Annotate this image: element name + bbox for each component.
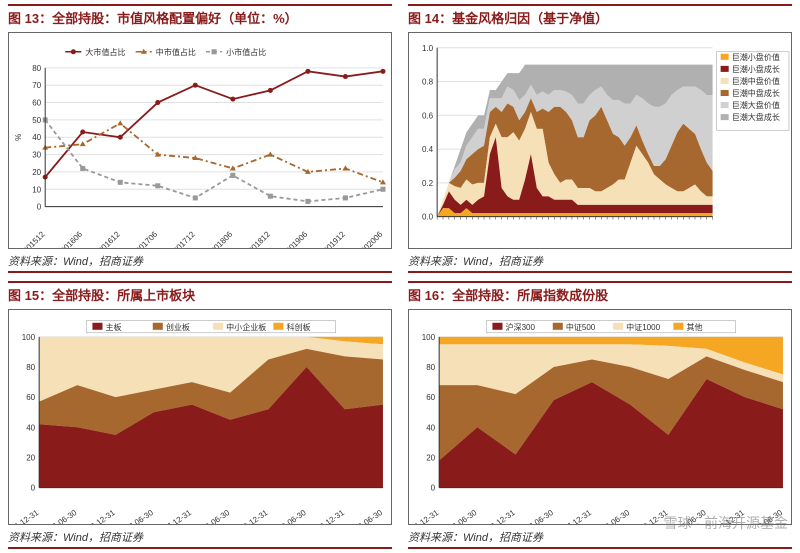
svg-text:2016-12-31: 2016-12-31 (78, 507, 117, 524)
svg-text:60: 60 (426, 393, 435, 402)
svg-text:巨潮大盘价值: 巨潮大盘价值 (732, 100, 780, 110)
svg-text:科创板: 科创板 (286, 321, 310, 331)
svg-text:201906: 201906 (284, 229, 310, 247)
svg-text:2016-06-30: 2016-06-30 (40, 507, 79, 524)
svg-text:2018-06-30: 2018-06-30 (192, 507, 231, 524)
svg-text:中证1000: 中证1000 (626, 321, 660, 331)
chart13-title-bar: 图 13：全部持股：市值风格配置偏好（单位：%） (8, 4, 392, 30)
svg-text:2020-06-30: 2020-06-30 (345, 507, 384, 524)
svg-text:40: 40 (26, 423, 35, 432)
svg-text:80: 80 (26, 363, 35, 372)
svg-text:80: 80 (426, 363, 435, 372)
chart16-box: 0 20 40 60 80 100 2015-12-312016-06-302016-12-… (408, 309, 792, 526)
chart15-title-bar: 图 15：全部持股：所属上市板块 (8, 281, 392, 307)
svg-text:中证500: 中证500 (566, 321, 596, 331)
svg-text:2018-12-31: 2018-12-31 (231, 507, 270, 524)
svg-text:80: 80 (32, 64, 41, 73)
chart15-title: 图 15：全部持股：所属上市板块 (8, 288, 195, 303)
svg-text:20: 20 (26, 453, 35, 462)
chart13-title: 图 13：全部持股：市值风格配置偏好（单位：%） (8, 11, 298, 26)
svg-text:20: 20 (426, 453, 435, 462)
svg-text:2017-06-30: 2017-06-30 (516, 507, 555, 524)
svg-text:2016-06-30: 2016-06-30 (440, 507, 479, 524)
svg-text:70: 70 (32, 81, 41, 90)
svg-text:201806: 201806 (209, 229, 235, 247)
svg-text:201706: 201706 (134, 229, 160, 247)
svg-text:大市值占比: 大市值占比 (85, 47, 125, 57)
chart14-title: 图 14：基金风格归因（基于净值） (408, 11, 608, 26)
chart14-box: 0.0 0.2 0.4 0.6 0.8 1.0 巨潮小盘价值巨潮小盘成长巨潮中盘价值巨潮中盘… (408, 32, 792, 249)
svg-text:0.6: 0.6 (422, 111, 434, 120)
svg-text:40: 40 (32, 133, 41, 142)
svg-text:201612: 201612 (96, 229, 122, 247)
chart14-title-bar: 图 14：基金风格归因（基于净值） (408, 4, 792, 30)
svg-text:0: 0 (31, 483, 36, 492)
svg-text:其他: 其他 (686, 321, 702, 331)
svg-text:中小企业板: 中小企业板 (226, 321, 266, 331)
svg-text:2016-12-31: 2016-12-31 (478, 507, 517, 524)
svg-text:201712: 201712 (171, 229, 197, 247)
svg-text:2019-12-31: 2019-12-31 (307, 507, 346, 524)
svg-text:巨潮大盘成长: 巨潮大盘成长 (732, 112, 780, 122)
svg-text:20: 20 (32, 168, 41, 177)
svg-text:0.0: 0.0 (422, 213, 434, 222)
svg-text:60: 60 (32, 99, 41, 108)
svg-text:10: 10 (32, 185, 41, 194)
svg-text:0.2: 0.2 (422, 179, 434, 188)
svg-text:2015-12-31: 2015-12-31 (9, 507, 41, 524)
svg-text:2017-12-31: 2017-12-31 (154, 507, 193, 524)
svg-text:201812: 201812 (246, 229, 272, 247)
panel-13: 图 13：全部持股：市值风格配置偏好（单位：%） 0 10 20 30 40 50 60 70… (0, 0, 400, 277)
svg-text:2017-12-31: 2017-12-31 (554, 507, 593, 524)
svg-text:201912: 201912 (322, 229, 348, 247)
svg-text:30: 30 (32, 151, 41, 160)
svg-text:巨潮小盘成长: 巨潮小盘成长 (732, 64, 780, 74)
svg-text:主板: 主板 (106, 321, 122, 331)
panel-16: 图 16：全部持股：所属指数成份股 0 20 40 60 80 100 2015-12-31… (400, 277, 800, 553)
chart15-box: 0 20 40 60 80 100 2015-12-312016-06-302016-12-… (8, 309, 392, 526)
svg-text:201512: 201512 (21, 229, 47, 247)
svg-text:1.0: 1.0 (422, 44, 434, 53)
chart15-source: 资料来源：Wind，招商证券 (8, 527, 392, 549)
chart13-source: 资料来源：Wind，招商证券 (8, 251, 392, 273)
svg-text:沪深300: 沪深300 (506, 321, 536, 331)
svg-text:2015-12-31: 2015-12-31 (409, 507, 441, 524)
panel-15: 图 15：全部持股：所属上市板块 0204060801002015-12-312… (0, 277, 400, 553)
svg-text:小市值占比: 小市值占比 (226, 47, 266, 57)
svg-text:2017-06-30: 2017-06-30 (116, 507, 155, 524)
watermark: 雪球 · 前海开源基金 (664, 513, 788, 533)
svg-text:创业板: 创业板 (166, 321, 190, 331)
svg-text:40: 40 (426, 423, 435, 432)
svg-text:202006: 202006 (359, 229, 385, 247)
panel-14: 图 14：基金风格归因（基于净值） 0.0 0.2 0.4 0.6 0.8 1.0 巨潮小盘… (400, 0, 800, 277)
svg-text:巨潮中盘成长: 巨潮中盘成长 (732, 88, 780, 98)
svg-text:201606: 201606 (59, 229, 85, 247)
svg-text:巨潮小盘价值: 巨潮小盘价值 (732, 52, 780, 62)
svg-text:2019-06-30: 2019-06-30 (269, 507, 308, 524)
chart13-box: 0 10 20 30 40 50 60 70 80% 201512 201606 201612 2017… (8, 32, 392, 249)
svg-text:巨潮中盘价值: 巨潮中盘价值 (732, 76, 780, 86)
chart16-title: 图 16：全部持股：所属指数成份股 (408, 288, 608, 303)
svg-text:%: % (14, 134, 23, 141)
svg-text:60: 60 (26, 393, 35, 402)
svg-text:0: 0 (431, 483, 436, 492)
chart16-title-bar: 图 16：全部持股：所属指数成份股 (408, 281, 792, 307)
svg-text:50: 50 (32, 116, 41, 125)
svg-text:100: 100 (22, 332, 36, 341)
svg-text:0: 0 (37, 203, 42, 212)
svg-text:100: 100 (422, 332, 436, 341)
svg-text:中市值占比: 中市值占比 (156, 47, 196, 57)
svg-text:0.8: 0.8 (422, 78, 434, 87)
svg-text:0.4: 0.4 (422, 145, 434, 154)
chart14-source: 资料来源：Wind，招商证券 (408, 251, 792, 273)
svg-text:2018-06-30: 2018-06-30 (592, 507, 631, 524)
